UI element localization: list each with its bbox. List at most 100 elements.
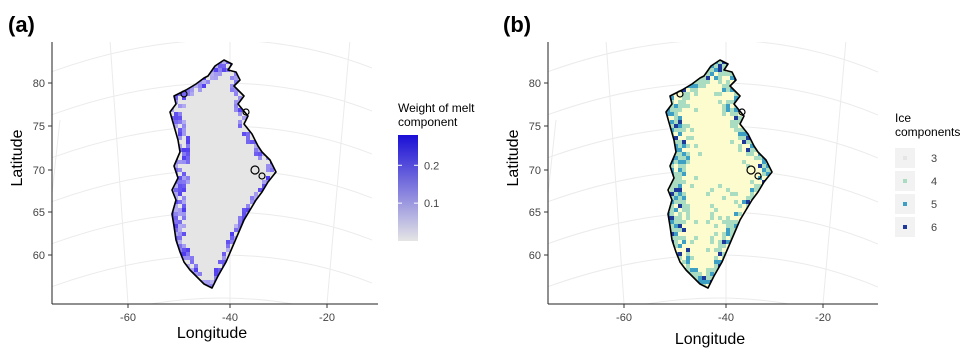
panel-a-grid-cell bbox=[202, 68, 206, 72]
panel-a-grid-cell bbox=[238, 96, 242, 100]
panel-a-grid-cell bbox=[178, 76, 182, 80]
panel-b-grid-cell bbox=[682, 144, 686, 148]
panel-b-grid-cell bbox=[766, 208, 770, 212]
panel-a-grid-cell bbox=[262, 244, 266, 248]
panel-a-grid-cell bbox=[182, 224, 186, 228]
panel-b-grid-cell bbox=[662, 164, 666, 168]
panel-b-grid-cell bbox=[746, 276, 750, 280]
panel-b-grid-cell bbox=[770, 264, 772, 268]
panel-a-grid-cell bbox=[258, 156, 262, 160]
panel-b-grid-cell bbox=[770, 132, 772, 136]
panel-a-grid-cell bbox=[174, 188, 178, 192]
panel-b-grid-cell bbox=[754, 284, 758, 288]
panel-a-grid-cell bbox=[258, 120, 262, 124]
panel-a-grid-cell bbox=[182, 272, 186, 276]
panel-a-grid-cell bbox=[258, 140, 262, 144]
panel-b-grid-cell bbox=[702, 60, 706, 64]
panel-a-grid-cell bbox=[174, 276, 178, 280]
panel-a-grid-cell bbox=[238, 220, 242, 224]
panel-a-grid-cell bbox=[274, 156, 276, 160]
panel-a-grid-cell bbox=[254, 132, 258, 136]
panel-b-grid-cell bbox=[730, 264, 734, 268]
panel-b-grid-cell bbox=[766, 68, 770, 72]
panel-b-grid-cell bbox=[674, 120, 678, 124]
panel-a-grid-cell bbox=[170, 132, 174, 136]
panel-a-grid-cell bbox=[182, 188, 186, 192]
panel-b-grid-cell bbox=[758, 116, 762, 120]
panel-b-grid-cell bbox=[674, 68, 678, 72]
panel-a-grid-cell bbox=[278, 244, 282, 248]
panel-b-grid-cell bbox=[762, 236, 766, 240]
panel-a-grid-cell bbox=[170, 136, 174, 140]
panel-a-grid-cell bbox=[214, 68, 218, 72]
panel-a-grid-cell bbox=[174, 204, 178, 208]
panel-b-grid-cell bbox=[682, 152, 686, 156]
panel-a-grid-cell bbox=[214, 268, 218, 272]
panel-b-grid-cell bbox=[694, 72, 698, 76]
panel-a-grid-cell bbox=[258, 112, 262, 116]
panel-a-grid-cell bbox=[278, 88, 282, 92]
panel-a-grid-cell bbox=[186, 152, 190, 156]
panel-b-grid-cell bbox=[762, 72, 766, 76]
panel-b-grid-cell bbox=[682, 200, 686, 204]
panel-a-x-axis-title: Longitude bbox=[177, 325, 247, 342]
panel-b-grid-cell bbox=[674, 280, 678, 284]
panel-a-grid-cell bbox=[238, 84, 242, 88]
panel-b-grid-cell bbox=[738, 132, 742, 136]
panel-b-grid-cell bbox=[686, 284, 690, 288]
panel-a-grid-cell bbox=[210, 76, 214, 80]
panel-b-grid-cell bbox=[742, 136, 746, 140]
panel-b-grid-cell bbox=[766, 112, 770, 116]
panel-b-grid-cell bbox=[762, 224, 766, 228]
panel-b-grid-cell bbox=[686, 72, 690, 76]
panel-b-grid-cell bbox=[714, 68, 718, 72]
panel-b-grid-cell bbox=[730, 108, 734, 112]
panel-a-grid-cell bbox=[270, 168, 274, 172]
panel-a-grid-cell bbox=[178, 236, 182, 240]
panel-b-grid-cell bbox=[674, 244, 678, 248]
panel-a-grid-cell bbox=[278, 108, 282, 112]
panel-a-grid-cell bbox=[190, 260, 194, 264]
panel-a-grid-cell bbox=[262, 252, 266, 256]
panel-b-grid-cell bbox=[670, 216, 674, 220]
panel-b-grid-cell bbox=[770, 204, 772, 208]
panel-b-grid-cell bbox=[686, 60, 690, 64]
panel-b-grid-cell bbox=[714, 264, 718, 268]
panel-b-y-tick-label: 70 bbox=[529, 165, 541, 177]
panel-a-x-tick-label: -60 bbox=[120, 312, 136, 324]
panel-a-grid-cell bbox=[234, 248, 238, 252]
panel-a-grid-cell bbox=[254, 244, 258, 248]
panel-a-grid-cell bbox=[278, 272, 282, 276]
panel-b-grid-cell bbox=[758, 164, 762, 168]
panel-a-grid-cell bbox=[250, 72, 254, 76]
panel-b-grid-cell bbox=[678, 168, 682, 172]
panel-b-grid-cell bbox=[742, 220, 746, 224]
panel-a-grid-cell bbox=[214, 284, 218, 288]
panel-b-grid-cell bbox=[682, 128, 686, 132]
panel-b-grid-cell bbox=[718, 92, 722, 96]
panel-a-grid-cell bbox=[242, 228, 246, 232]
panel-b-grid-cell bbox=[766, 104, 770, 108]
panel-b-grid-cell bbox=[774, 208, 778, 212]
panel-b-grid-cell bbox=[770, 124, 772, 128]
panel-b-grid-cell bbox=[730, 64, 734, 68]
panel-a-grid-cell bbox=[270, 76, 274, 80]
panel-b-grid-cell bbox=[674, 224, 678, 228]
panel-b-grid-cell bbox=[774, 100, 778, 104]
panel-a-grid-cell bbox=[254, 228, 258, 232]
panel-a-grid-cell bbox=[270, 196, 274, 200]
panel-b-grid-cell bbox=[674, 116, 678, 120]
panel-b-grid-cell bbox=[714, 92, 718, 96]
panel-b-grid-cell bbox=[762, 116, 766, 120]
panel-b-grid-cell bbox=[774, 280, 778, 284]
panel-b-x-tick-label: -20 bbox=[815, 312, 831, 324]
panel-a-grid-cell bbox=[246, 260, 250, 264]
panel-b-grid-cell bbox=[666, 100, 670, 104]
panel-a-grid-cell bbox=[222, 260, 226, 264]
panel-b-grid-cell bbox=[742, 68, 746, 72]
panel-b-grid-cell bbox=[678, 72, 682, 76]
panel-a-grid-cell bbox=[274, 200, 276, 204]
panel-b-grid-cell bbox=[774, 156, 778, 160]
panel-a-grid-cell bbox=[194, 64, 198, 68]
panel-a-grid-cell bbox=[274, 68, 276, 72]
